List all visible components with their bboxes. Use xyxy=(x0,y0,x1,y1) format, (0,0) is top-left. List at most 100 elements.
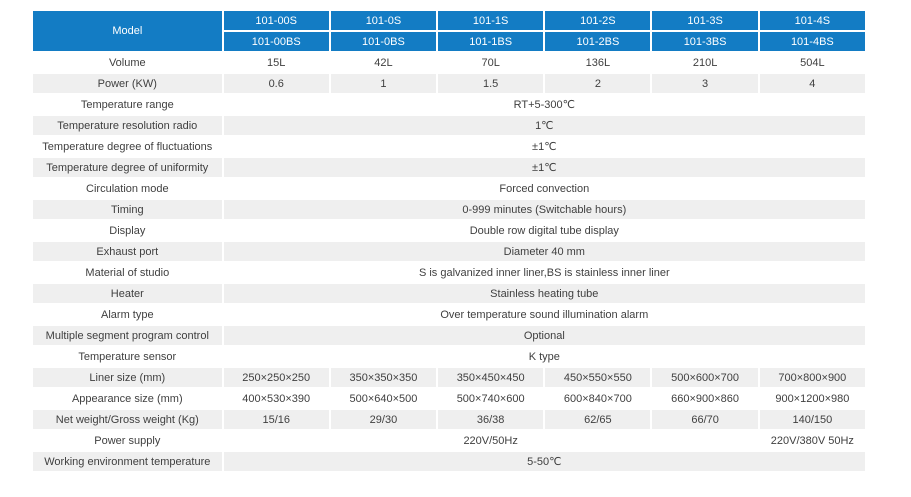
header-model-bs-4: 101-3BS xyxy=(652,32,758,51)
cell-value: 0.6 xyxy=(223,74,329,93)
row-temperature-range: Temperature range RT+5-300℃ xyxy=(33,95,865,114)
header-model-s-3: 101-2S xyxy=(545,11,651,30)
cell-value: 1 xyxy=(330,74,437,93)
cell-value: 3 xyxy=(652,74,758,93)
row-temperature-resolution: Temperature resolution radio 1℃ xyxy=(33,116,865,135)
row-exhaust-port: Exhaust port Diameter 40 mm xyxy=(33,242,865,261)
row-label: Temperature sensor xyxy=(33,347,222,366)
header-model-bs-3: 101-2BS xyxy=(545,32,651,51)
row-timing: Timing 0-999 minutes (Switchable hours) xyxy=(33,200,865,219)
row-multiple-segment-program: Multiple segment program control Optiona… xyxy=(33,326,865,345)
cell-value: 36/38 xyxy=(438,410,544,429)
row-label: Appearance size (mm) xyxy=(33,389,222,408)
cell-value: 220V/380V 50Hz xyxy=(759,431,865,450)
cell-value: 350×450×450 xyxy=(438,368,544,387)
cell-value: 900×1200×980 xyxy=(759,389,865,408)
row-label: Alarm type xyxy=(33,305,222,324)
cell-span-value: 1℃ xyxy=(223,116,865,135)
row-label: Temperature degree of uniformity xyxy=(33,158,222,177)
row-circulation-mode: Circulation mode Forced convection xyxy=(33,179,865,198)
row-label: Net weight/Gross weight (Kg) xyxy=(33,410,222,429)
cell-span-value: ±1℃ xyxy=(223,137,865,156)
cell-value: 29/30 xyxy=(330,410,437,429)
cell-span-value: RT+5-300℃ xyxy=(223,95,865,114)
cell-value: 4 xyxy=(759,74,865,93)
row-temperature-sensor: Temperature sensor K type xyxy=(33,347,865,366)
row-alarm-type: Alarm type Over temperature sound illumi… xyxy=(33,305,865,324)
row-volume: Volume 15L 42L 70L 136L 210L 504L xyxy=(33,53,865,72)
cell-value: 250×250×250 xyxy=(223,368,329,387)
row-label: Exhaust port xyxy=(33,242,222,261)
cell-span-value: K type xyxy=(223,347,865,366)
cell-span-value: 220V/50Hz xyxy=(223,431,758,450)
cell-value: 15/16 xyxy=(223,410,329,429)
cell-value: 700×800×900 xyxy=(759,368,865,387)
header-model-bs-2: 101-1BS xyxy=(438,32,544,51)
row-net-gross-weight: Net weight/Gross weight (Kg) 15/16 29/30… xyxy=(33,410,865,429)
header-model-s-4: 101-3S xyxy=(652,11,758,30)
row-label: Heater xyxy=(33,284,222,303)
cell-span-value: Over temperature sound illumination alar… xyxy=(223,305,865,324)
cell-value: 15L xyxy=(223,53,329,72)
table-body: Volume 15L 42L 70L 136L 210L 504L Power … xyxy=(33,53,865,471)
row-label: Temperature degree of fluctuations xyxy=(33,137,222,156)
row-power-supply: Power supply 220V/50Hz 220V/380V 50Hz xyxy=(33,431,865,450)
cell-span-value: Optional xyxy=(223,326,865,345)
cell-span-value: Stainless heating tube xyxy=(223,284,865,303)
row-working-environment-temperature: Working environment temperature 5-50℃ xyxy=(33,452,865,471)
row-label: Temperature range xyxy=(33,95,222,114)
row-material-of-studio: Material of studio S is galvanized inner… xyxy=(33,263,865,282)
cell-value: 136L xyxy=(545,53,651,72)
row-label: Circulation mode xyxy=(33,179,222,198)
row-label: Display xyxy=(33,221,222,240)
row-label: Multiple segment program control xyxy=(33,326,222,345)
cell-value: 504L xyxy=(759,53,865,72)
cell-value: 350×350×350 xyxy=(330,368,437,387)
spec-table: Model 101-00S 101-0S 101-1S 101-2S 101-3… xyxy=(31,9,867,473)
table-header: Model 101-00S 101-0S 101-1S 101-2S 101-3… xyxy=(33,11,865,51)
cell-value: 600×840×700 xyxy=(545,389,651,408)
header-row-bs: 101-00BS 101-0BS 101-1BS 101-2BS 101-3BS… xyxy=(33,32,865,51)
cell-value: 500×600×700 xyxy=(652,368,758,387)
cell-value: 42L xyxy=(330,53,437,72)
row-label: Material of studio xyxy=(33,263,222,282)
header-model-bs-1: 101-0BS xyxy=(330,32,437,51)
row-label: Power (KW) xyxy=(33,74,222,93)
header-model-label: Model xyxy=(33,11,222,51)
cell-value: 140/150 xyxy=(759,410,865,429)
header-model-s-2: 101-1S xyxy=(438,11,544,30)
header-model-s-1: 101-0S xyxy=(330,11,437,30)
row-temperature-uniformity: Temperature degree of uniformity ±1℃ xyxy=(33,158,865,177)
cell-value: 62/65 xyxy=(545,410,651,429)
cell-span-value: 5-50℃ xyxy=(223,452,865,471)
header-row-s: Model 101-00S 101-0S 101-1S 101-2S 101-3… xyxy=(33,11,865,51)
cell-span-value: S is galvanized inner liner,BS is stainl… xyxy=(223,263,865,282)
row-label: Temperature resolution radio xyxy=(33,116,222,135)
header-model-s-5: 101-4S xyxy=(759,11,865,30)
row-heater: Heater Stainless heating tube xyxy=(33,284,865,303)
header-model-s-0: 101-00S xyxy=(223,11,329,30)
cell-value: 660×900×860 xyxy=(652,389,758,408)
header-model-bs-0: 101-00BS xyxy=(223,32,329,51)
cell-value: 500×640×500 xyxy=(330,389,437,408)
row-liner-size: Liner size (mm) 250×250×250 350×350×350 … xyxy=(33,368,865,387)
header-model-bs-5: 101-4BS xyxy=(759,32,865,51)
row-temperature-fluctuations: Temperature degree of fluctuations ±1℃ xyxy=(33,137,865,156)
row-label: Volume xyxy=(33,53,222,72)
cell-span-value: Diameter 40 mm xyxy=(223,242,865,261)
row-power: Power (KW) 0.6 1 1.5 2 3 4 xyxy=(33,74,865,93)
cell-value: 210L xyxy=(652,53,758,72)
cell-value: 2 xyxy=(545,74,651,93)
row-label: Power supply xyxy=(33,431,222,450)
cell-value: 70L xyxy=(438,53,544,72)
cell-span-value: ±1℃ xyxy=(223,158,865,177)
cell-value: 500×740×600 xyxy=(438,389,544,408)
cell-span-value: Double row digital tube display xyxy=(223,221,865,240)
cell-span-value: 0-999 minutes (Switchable hours) xyxy=(223,200,865,219)
row-appearance-size: Appearance size (mm) 400×530×390 500×640… xyxy=(33,389,865,408)
cell-value: 400×530×390 xyxy=(223,389,329,408)
row-label: Liner size (mm) xyxy=(33,368,222,387)
row-label: Working environment temperature xyxy=(33,452,222,471)
cell-span-value: Forced convection xyxy=(223,179,865,198)
